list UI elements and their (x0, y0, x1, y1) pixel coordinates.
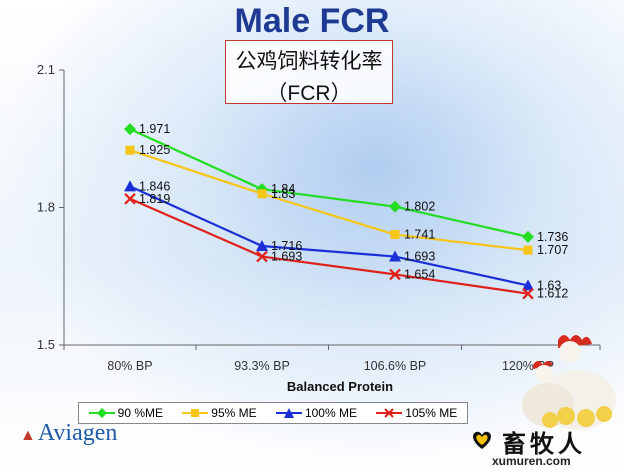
data-point (523, 245, 533, 255)
legend-item: 90 %ME (88, 406, 163, 420)
data-point (389, 268, 401, 281)
data-label: 1.63 (537, 278, 561, 292)
data-label: 1.84 (271, 182, 295, 196)
data-point (256, 250, 268, 263)
subtitle-line-1: 公鸡饲料转化率 (235, 49, 383, 73)
data-point (124, 123, 136, 136)
series-line (129, 149, 529, 252)
data-label: 1.693 (404, 250, 435, 264)
data-label: 1.925 (139, 143, 170, 157)
data-point (389, 200, 401, 213)
legend-marker (96, 408, 107, 418)
data-label: 1.736 (537, 230, 568, 244)
watermark: 畜牧人 xumuren.com (470, 424, 624, 474)
legend-label: 95% ME (211, 406, 257, 420)
data-point (125, 145, 135, 155)
data-label: 1.716 (271, 239, 302, 253)
data-point (389, 250, 401, 262)
x-tick-label: 93.3% BP (234, 359, 290, 373)
watermark-url-text: xumuren.com (492, 454, 571, 468)
legend-label: 105% ME (405, 406, 458, 420)
data-label: 1.83 (271, 187, 295, 201)
legend-item: 105% ME (376, 406, 457, 420)
legend-marker (191, 409, 200, 417)
data-label: 1.846 (139, 179, 170, 193)
data-point (124, 180, 136, 192)
legend-swatch-icon (182, 409, 209, 417)
chart-legend: 90 %ME 95% ME 100% ME 105% ME (78, 402, 468, 424)
subtitle-box: 公鸡饲料转化率 （FCR） (225, 40, 393, 105)
series-line (129, 128, 529, 238)
legend-label: 90 %ME (117, 406, 163, 420)
data-label: 1.707 (537, 243, 568, 257)
chart-title: Male FCR (234, 2, 390, 40)
data-point (256, 240, 268, 251)
x-tick-label: 106.6% BP (364, 359, 427, 373)
subtitle-line-2: （FCR） (266, 82, 352, 105)
y-tick-label: 2.1 (37, 62, 55, 77)
data-label: 1.612 (537, 287, 568, 301)
series-line (129, 197, 529, 295)
legend-item: 95% ME (182, 406, 257, 420)
data-point (390, 230, 400, 240)
watermark-cn-text: 畜牧人 (502, 430, 586, 458)
y-tick-label: 1.8 (37, 200, 55, 215)
legend-label: 100% ME (304, 406, 357, 420)
data-point (522, 230, 534, 243)
aviagen-logo-text: Aviagen (37, 420, 118, 446)
y-tick-label: 1.5 (37, 337, 55, 352)
chickens-illustration-icon (522, 335, 616, 430)
data-point (124, 193, 136, 205)
x-axis-title: Balanced Protein (287, 379, 393, 394)
legend-item: 100% ME (275, 406, 357, 420)
data-label: 1.741 (404, 228, 435, 242)
data-label: 1.802 (404, 200, 435, 214)
data-label: 1.693 (271, 250, 302, 264)
legend-swatch-icon (275, 408, 302, 418)
data-point (522, 287, 534, 300)
legend-swatch-icon (88, 408, 115, 418)
heart-logo-icon (473, 431, 491, 449)
data-point (257, 189, 267, 199)
legend-marker (384, 408, 394, 418)
data-label: 1.819 (139, 192, 170, 206)
series-line (129, 185, 529, 287)
aviagen-logo-mark-icon: ▲ (20, 427, 36, 444)
legend-marker (283, 408, 294, 418)
data-label: 1.654 (404, 267, 435, 281)
legend-swatch-icon (376, 408, 403, 418)
aviagen-logo: ▲Aviagen (20, 420, 117, 447)
data-label: 1.971 (139, 122, 170, 136)
data-point (522, 279, 534, 291)
x-tick-label: 80% BP (107, 359, 152, 373)
